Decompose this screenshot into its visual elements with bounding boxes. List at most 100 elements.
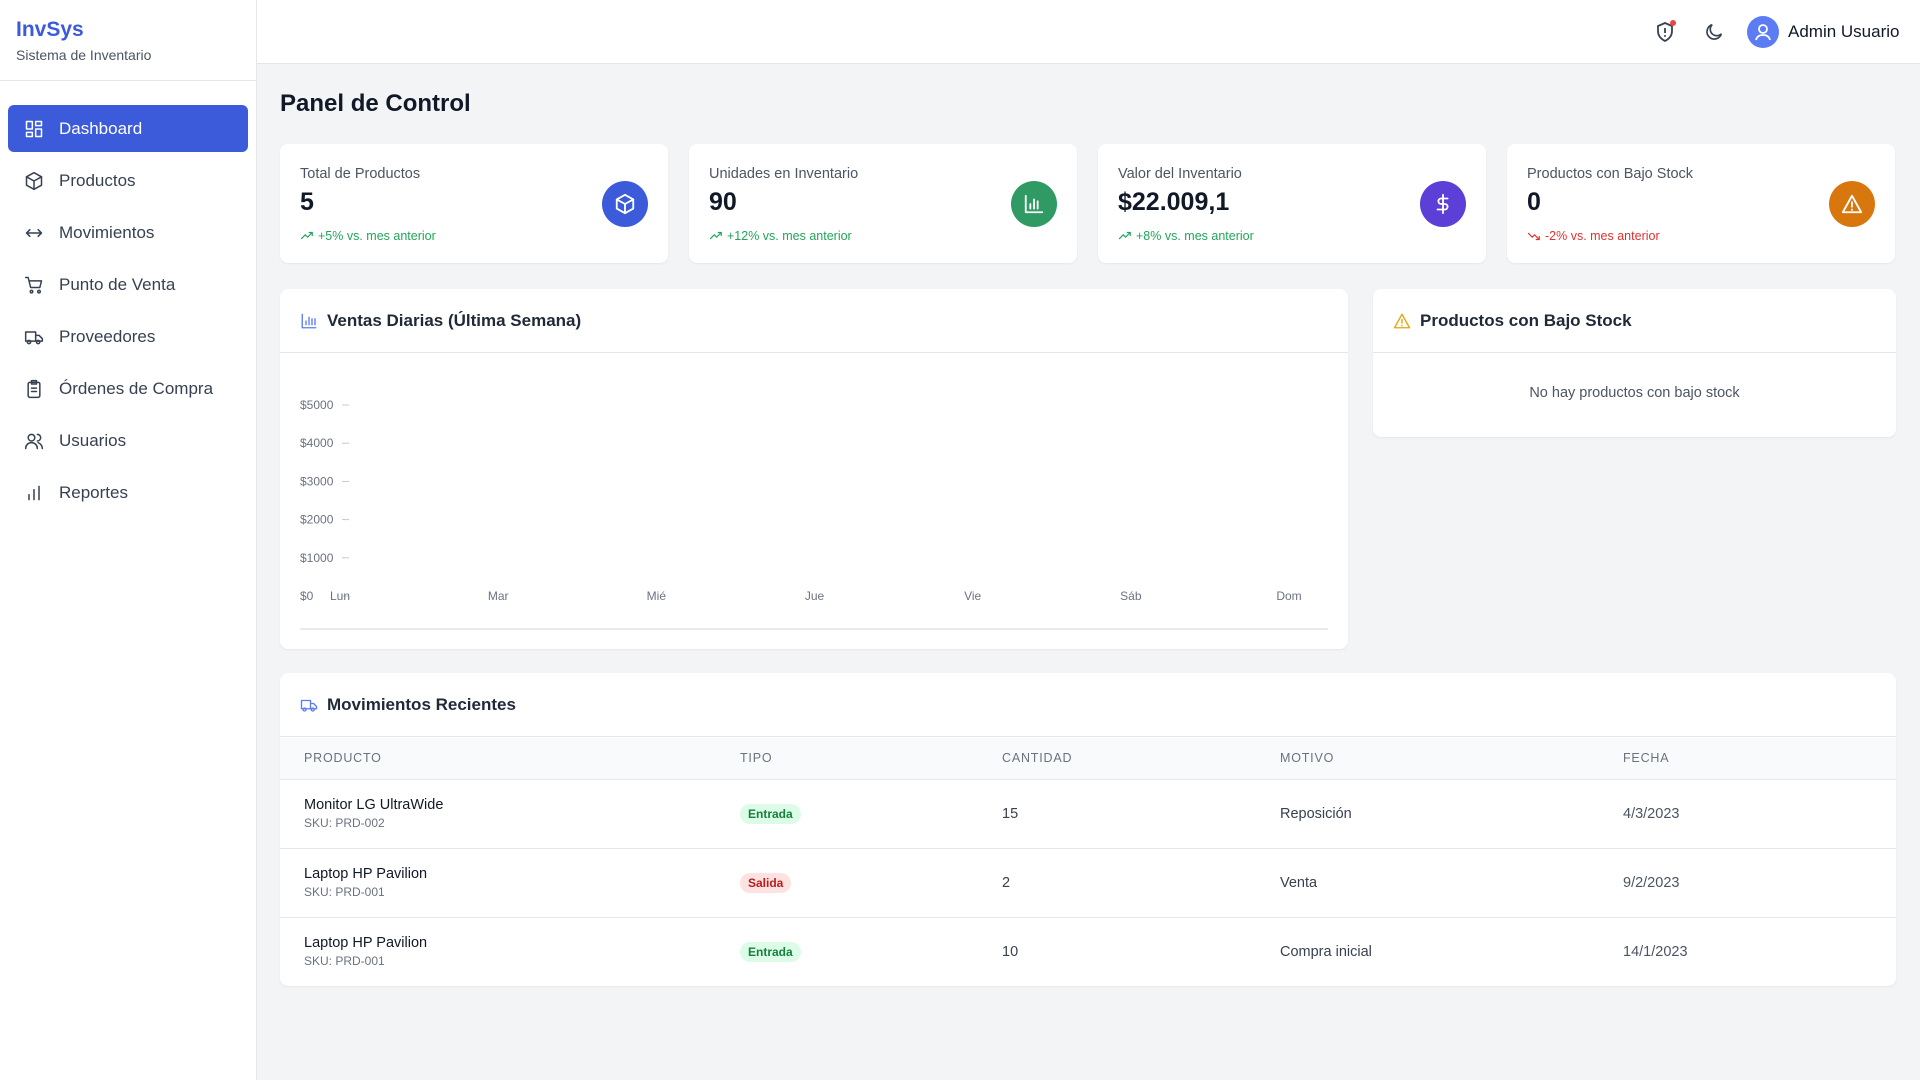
user-avatar[interactable]	[1747, 16, 1779, 48]
stat-change: -2% vs. mes anterior	[1527, 229, 1660, 243]
y-tick-label: $4000	[300, 436, 334, 450]
type-badge: Entrada	[740, 941, 801, 962]
card-title: Productos con Bajo Stock	[1420, 311, 1632, 330]
nav-label: Dashboard	[59, 118, 143, 138]
user-name[interactable]: Admin Usuario	[1788, 22, 1900, 41]
nav-label: Usuarios	[59, 430, 127, 450]
divider	[0, 80, 256, 81]
type-cell: Entrada	[740, 779, 1002, 849]
stat-card: Valor del Inventario $22.009,1 +8% vs. mes…	[1098, 144, 1486, 263]
brand[interactable]: InvSys Sistema de Inventario	[16, 18, 151, 63]
stat-icon	[602, 181, 648, 227]
x-tick-label: Mié	[647, 589, 667, 603]
column-header: TIPO	[740, 738, 1002, 780]
stat-value: 5	[300, 188, 314, 216]
stat-change-text: +12% vs. mes anterior	[727, 229, 852, 243]
nav-item[interactable]: Productos	[8, 157, 248, 204]
table-row[interactable]: Laptop HP Pavilion SKU: PRD-001 Entrada 10 C…	[280, 917, 1896, 986]
brand-name: InvSys	[16, 18, 84, 41]
product-name: Monitor LG UltraWide	[304, 797, 444, 813]
y-tick-label: $0	[300, 589, 314, 603]
stat-icon-glyph	[1841, 194, 1863, 214]
nav-item[interactable]: Punto de Venta	[8, 261, 248, 308]
stat-value: 90	[709, 188, 737, 216]
divider	[1373, 352, 1896, 353]
type-cell: Salida	[740, 848, 1002, 918]
card-header: Productos con Bajo Stock	[1393, 289, 1632, 353]
reason-cell: Reposición	[1280, 779, 1623, 849]
product-sku: SKU: PRD-001	[304, 954, 385, 969]
table-row[interactable]: Monitor LG UltraWide SKU: PRD-002 Entrada 1…	[280, 779, 1896, 849]
y-tick-label: $1000	[300, 551, 334, 565]
security-icon[interactable]	[1654, 20, 1680, 46]
card-header: Movimientos Recientes	[300, 673, 516, 737]
card-title: Movimientos Recientes	[327, 695, 516, 714]
stat-label: Valor del Inventario	[1118, 166, 1242, 182]
nav-label: Movimientos	[59, 222, 155, 242]
x-tick-label: Dom	[1276, 589, 1301, 603]
table-header: PRODUCTO TIPO CANTIDAD MOTIVO FECHA	[280, 738, 1896, 780]
stat-change-text: +5% vs. mes anterior	[318, 229, 436, 243]
y-tick-label: $2000	[300, 513, 334, 527]
brand-subtitle: Sistema de Inventario	[16, 47, 152, 63]
stat-label: Productos con Bajo Stock	[1527, 166, 1694, 182]
stat-icon-glyph	[1436, 193, 1449, 215]
column-header: MOTIVO	[1280, 738, 1623, 780]
column-header: CANTIDAD	[1002, 738, 1280, 780]
nav-item[interactable]: Dashboard	[8, 105, 248, 152]
nav-item[interactable]: Proveedores	[8, 313, 248, 360]
divider	[280, 352, 1348, 353]
nav-item[interactable]: Órdenes de Compra	[8, 365, 248, 412]
stat-icon	[1829, 181, 1875, 227]
x-tick-label: Lun	[330, 589, 350, 603]
movements-table: PRODUCTO TIPO CANTIDAD MOTIVO FECHA Monitor L…	[280, 738, 1896, 986]
x-tick-label: Mar	[488, 589, 509, 603]
stat-icon-glyph	[615, 193, 635, 215]
movements-card: Movimientos Recientes PRODUCTO TIPO CANTID…	[280, 673, 1896, 986]
product-name: Laptop HP Pavilion	[304, 935, 428, 952]
stat-icon	[1420, 181, 1466, 227]
column-header: FECHA	[1623, 738, 1896, 780]
product-cell: Laptop HP Pavilion SKU: PRD-001	[280, 917, 740, 986]
stat-change: +8% vs. mes anterior	[1118, 229, 1254, 243]
nav-label: Órdenes de Compra	[59, 378, 214, 398]
quantity-cell: 10	[1002, 943, 1019, 960]
product-cell: Laptop HP Pavilion SKU: PRD-001	[280, 848, 740, 918]
product-name: Laptop HP Pavilion	[304, 866, 428, 882]
type-badge: Entrada	[740, 803, 801, 824]
table-row[interactable]: Laptop HP Pavilion SKU: PRD-001 Salida 2 Ven…	[280, 848, 1896, 918]
stat-label: Total de Productos	[300, 166, 421, 182]
date-cell: 4/3/2023	[1623, 779, 1896, 849]
stat-value: 0	[1527, 188, 1541, 216]
date-cell: 9/2/2023	[1623, 848, 1896, 918]
trend-icon	[1118, 231, 1131, 240]
nav-item[interactable]: Reportes	[8, 469, 248, 516]
stat-change: +5% vs. mes anterior	[300, 229, 436, 243]
reason-cell: Compra inicial	[1280, 943, 1372, 960]
theme-toggle[interactable]	[1703, 21, 1725, 43]
nav-label: Productos	[59, 170, 136, 190]
trend-icon	[300, 231, 313, 240]
y-tick-label: $5000	[300, 398, 334, 412]
sales-chart: $0 $1000 $2000 $3000 $4000 $5000 Lun Mar Mié Jue V…	[300, 398, 1328, 630]
stat-card: Productos con Bajo Stock 0 -2% vs. mes ant…	[1507, 144, 1895, 263]
stat-icon-glyph	[1024, 194, 1044, 214]
top-bar: Admin Usuario	[257, 0, 1920, 64]
quantity-cell: 15	[1002, 779, 1280, 849]
trend-icon	[1527, 232, 1540, 241]
trend-icon	[709, 231, 722, 240]
nav-item[interactable]: Movimientos	[8, 209, 248, 256]
stat-label: Unidades en Inventario	[709, 166, 859, 182]
stat-card: Unidades en Inventario 90 +12% vs. mes ant…	[689, 144, 1077, 263]
date-cell: 14/1/2023	[1623, 943, 1688, 960]
type-cell: Entrada	[740, 917, 1002, 986]
nav-item[interactable]: Usuarios	[8, 417, 248, 464]
stat-value: $22.009,1	[1118, 188, 1230, 216]
sidebar: InvSys Sistema de Inventario Dashboard P…	[0, 0, 257, 1080]
page-title: Panel de Control	[280, 90, 471, 117]
x-tick-label: Sáb	[1120, 589, 1142, 603]
card-header: Ventas Diarias (Última Semana)	[300, 289, 581, 353]
divider	[280, 736, 1896, 737]
sales-chart-card: Ventas Diarias (Última Semana) $0 $1000 $2…	[280, 289, 1348, 649]
